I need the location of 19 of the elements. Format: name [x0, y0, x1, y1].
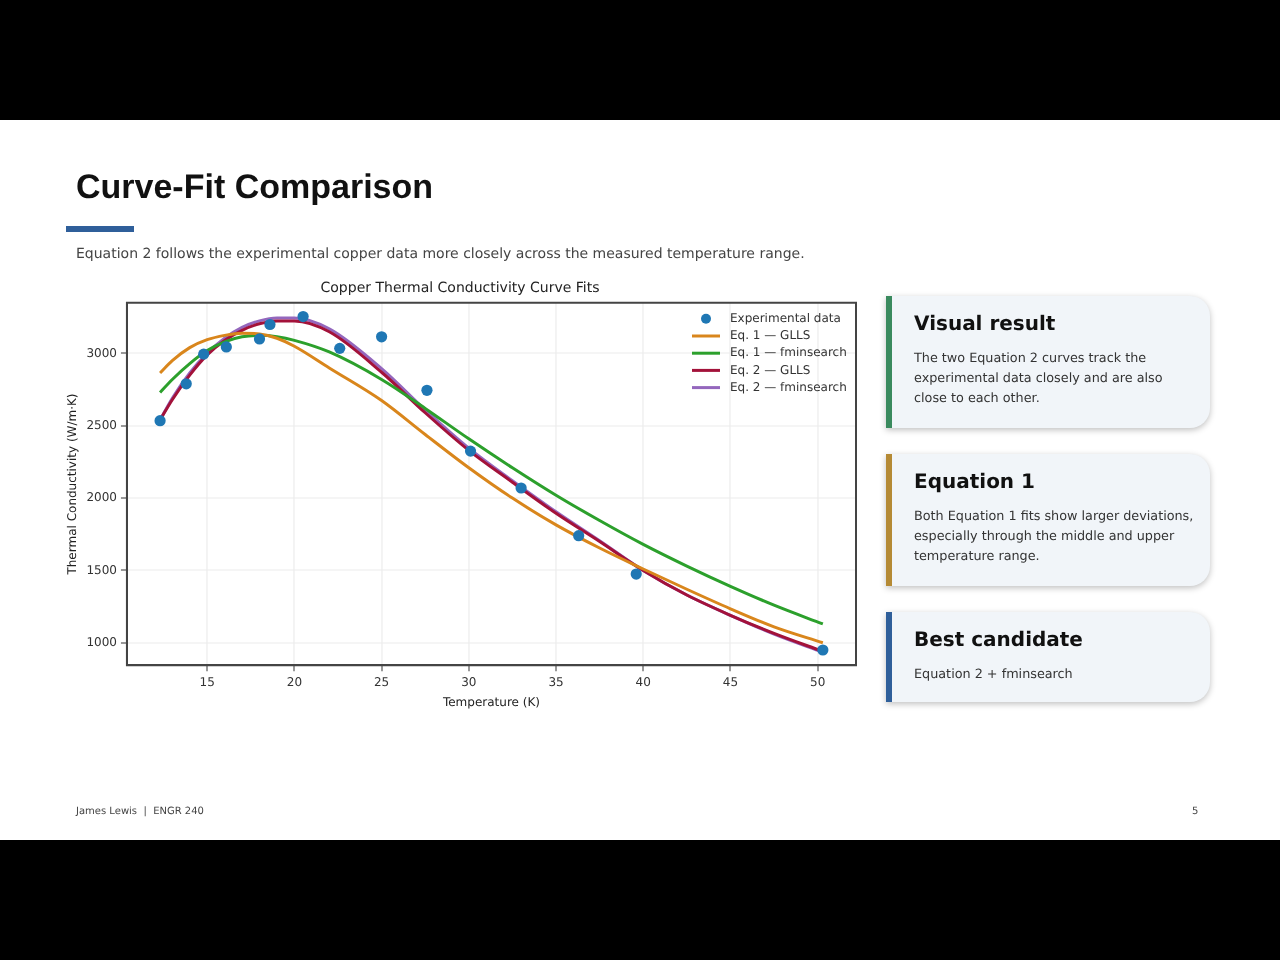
point [515, 482, 527, 494]
point [630, 568, 642, 580]
point [154, 415, 166, 427]
point [264, 318, 276, 331]
text: Best candidate [914, 629, 1085, 652]
text: Curve-Fit Comparison [76, 168, 434, 208]
point [253, 333, 266, 345]
text: Equation 1 [914, 471, 1037, 494]
point [817, 644, 829, 656]
point [573, 530, 585, 542]
point [220, 341, 232, 353]
point [180, 378, 192, 390]
point [421, 384, 433, 396]
point [198, 348, 210, 360]
text: Visual result [914, 314, 1058, 336]
point [297, 310, 309, 323]
point [334, 342, 346, 354]
point [464, 445, 477, 457]
point [375, 331, 388, 343]
